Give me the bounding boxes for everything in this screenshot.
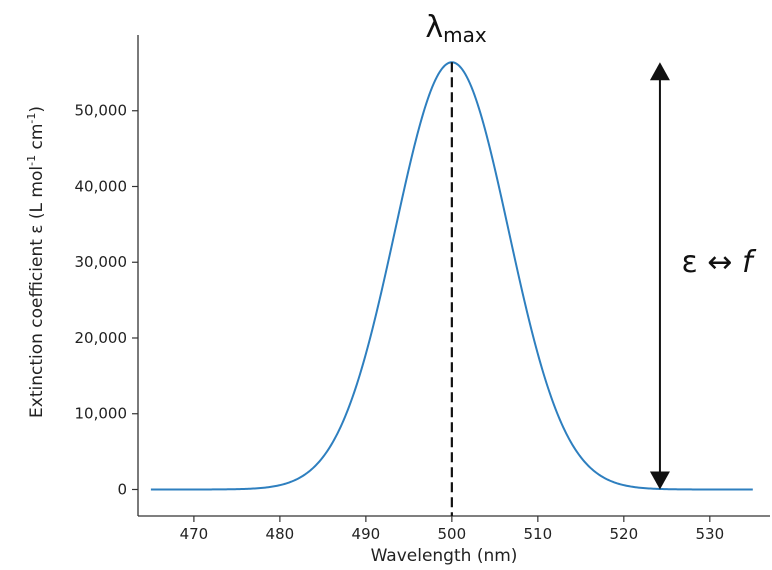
f-italic: f: [742, 245, 757, 280]
y-tick-label: 30,000: [75, 253, 128, 271]
lambda-max-label: λmax: [425, 10, 487, 47]
x-tick-label: 500: [438, 525, 467, 543]
x-tick-label: 520: [610, 525, 639, 543]
y-title-sup1: -1: [25, 155, 38, 166]
epsilon-f-text: ε ↔: [682, 245, 742, 280]
epsilon-f-label: ε ↔ f: [682, 245, 757, 280]
x-tick-label: 530: [695, 525, 724, 543]
y-title-sup2: -1: [25, 113, 38, 124]
double-arrow: [649, 62, 670, 490]
x-axis-title: Wavelength (nm): [371, 546, 518, 566]
y-tick-label: 20,000: [75, 329, 128, 347]
y-title-main: Extinction coefficient ε (L mol: [27, 166, 47, 418]
x-tick-label: 470: [180, 525, 209, 543]
y-tick-label: 10,000: [75, 405, 128, 423]
lambda-subscript: max: [443, 23, 487, 47]
y-tick-label: 50,000: [75, 102, 128, 120]
y-title-mid: cm: [27, 124, 47, 155]
y-ticks: 0 10,000 20,000 30,000 40,000 50,000: [75, 102, 138, 498]
y-tick-label: 40,000: [75, 177, 128, 195]
x-tick-label: 510: [524, 525, 553, 543]
x-ticks: 470 480 490 500 510 520 530: [180, 516, 724, 543]
lambda-symbol: λ: [425, 10, 443, 45]
arrow-head-up-icon: [649, 62, 670, 81]
y-axis-title: Extinction coefficient ε (L mol-1 cm-1): [25, 106, 47, 418]
y-title-end: ): [27, 106, 47, 113]
y-tick-label: 0: [117, 480, 127, 498]
x-tick-label: 490: [352, 525, 381, 543]
x-tick-label: 480: [266, 525, 295, 543]
arrow-head-down-icon: [649, 471, 670, 490]
